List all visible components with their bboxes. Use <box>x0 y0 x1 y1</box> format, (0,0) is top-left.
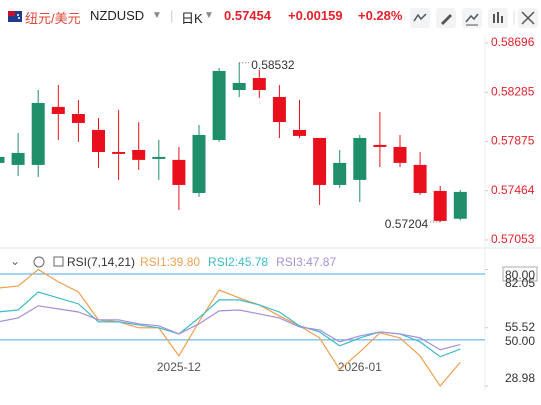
candle-body <box>333 162 347 185</box>
candle-body <box>172 159 186 185</box>
high-label: 0.58532 <box>251 58 295 72</box>
settings-button[interactable] <box>488 8 508 28</box>
candle-body <box>293 129 306 136</box>
level-label: 80.00 <box>505 268 535 282</box>
toolbar <box>410 8 538 28</box>
candle-body <box>453 191 467 219</box>
collapse-icon[interactable]: ⌄ <box>10 254 20 268</box>
candle-body <box>413 164 427 193</box>
indicator-button[interactable] <box>410 8 430 28</box>
y-tick-label: 0.58285 <box>491 84 535 98</box>
rsi-line <box>0 268 461 387</box>
rsi-line <box>0 305 461 351</box>
candle-body <box>0 156 5 163</box>
x-tick-label: 2025-12 <box>157 360 201 374</box>
candle-body <box>313 137 327 185</box>
candle-body <box>112 151 126 154</box>
x-tick-label: 2026-01 <box>338 360 382 374</box>
level-box <box>502 266 538 282</box>
low-label: 0.57204 <box>385 217 429 231</box>
pair-name[interactable]: 纽元/美元 <box>25 11 81 26</box>
candle-body <box>31 102 45 165</box>
draw-button[interactable] <box>436 8 456 28</box>
pair-code[interactable]: NZDUSD <box>90 8 145 23</box>
y-tick-label: 0.57875 <box>491 134 535 148</box>
candle-body <box>373 144 387 147</box>
candle-body <box>232 82 246 91</box>
legend-entry: RSI1:39.80 <box>140 255 200 269</box>
candle-body <box>433 190 447 221</box>
change: +0.00159 <box>288 8 343 23</box>
candle-body <box>252 78 266 91</box>
level-label: 50.00 <box>505 334 535 348</box>
price: 0.57454 <box>224 8 271 23</box>
candle-body <box>51 106 65 114</box>
dropdown-arrow[interactable]: ▼ <box>152 10 162 21</box>
candle-body <box>92 129 105 152</box>
candle-body <box>272 96 286 123</box>
separator: | <box>170 8 174 23</box>
toggle-icon[interactable] <box>53 256 64 267</box>
candle-body <box>393 146 407 163</box>
legend-entry: RSI2:45.78 <box>208 255 268 269</box>
candle-body <box>132 149 146 160</box>
period[interactable]: 日K <box>181 11 203 26</box>
candle-body <box>71 113 85 123</box>
legend-entry: RSI3:47.87 <box>276 255 336 269</box>
y-tick-label: 82.05 <box>505 276 535 290</box>
dropdown-arrow[interactable]: ▼ <box>204 10 214 21</box>
candle-body <box>11 152 25 165</box>
fullscreen-button[interactable] <box>518 8 538 28</box>
y-tick-label: 55.52 <box>505 320 535 334</box>
indicator-title: RSI(7,14,21) <box>67 255 135 269</box>
y-tick-label: 28.98 <box>505 371 535 385</box>
flag-icon <box>8 11 22 22</box>
candle-body <box>152 156 166 159</box>
y-tick-label: 0.58696 <box>491 35 535 49</box>
compare-button[interactable] <box>462 8 482 28</box>
y-tick-label: 0.57464 <box>491 183 535 197</box>
rsi-line <box>0 291 461 358</box>
settings-icon[interactable] <box>33 256 45 268</box>
candle-body <box>353 137 367 180</box>
change-pct: +0.28% <box>358 8 403 23</box>
candle-body <box>192 134 206 193</box>
candle-body <box>212 70 226 140</box>
y-tick-label: 0.57053 <box>491 232 535 246</box>
